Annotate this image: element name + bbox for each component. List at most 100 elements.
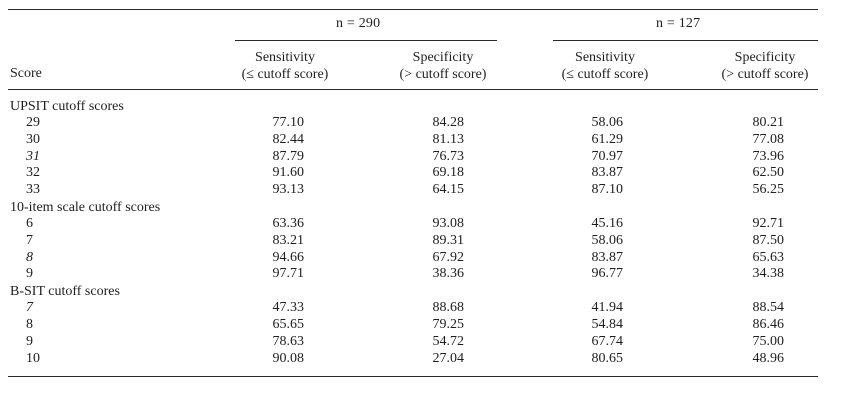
score-cell: 31	[26, 148, 40, 164]
value-cell: 83.21	[272, 232, 305, 248]
score-cell: 33	[26, 182, 40, 198]
value-cell: 48.96	[752, 350, 785, 366]
column-header-line1: Sensitivity	[255, 50, 315, 65]
table-row: 7 83.21 89.31 58.06 87.50	[0, 233, 841, 250]
value-cell: 27.04	[432, 350, 465, 366]
section-title-10-item: 10-item scale cutoff scores	[10, 199, 161, 215]
table-top-rule	[8, 9, 818, 10]
value-cell: 54.72	[432, 333, 465, 349]
table-row: 8 65.65 79.25 54.84 86.46	[0, 317, 841, 334]
value-cell: 96.77	[591, 266, 624, 282]
table-row: 10 90.08 27.04 80.65 48.96	[0, 351, 841, 368]
table-row: 29 77.10 84.28 58.06 80.21	[0, 115, 841, 132]
column-header-line2: (> cutoff score)	[721, 67, 809, 82]
value-cell: 58.06	[591, 115, 624, 130]
value-cell: 62.50	[752, 165, 785, 181]
value-cell: 83.87	[591, 165, 624, 181]
value-cell: 67.92	[432, 249, 465, 265]
score-column-header: Score	[10, 66, 42, 81]
value-cell: 97.71	[272, 266, 305, 282]
value-cell: 92.71	[752, 215, 785, 231]
table-row: 32 91.60 69.18 83.87 62.50	[0, 165, 841, 182]
value-cell: 65.63	[752, 249, 785, 265]
value-cell: 84.28	[432, 115, 465, 130]
header-rule	[8, 89, 818, 90]
value-cell: 80.65	[591, 350, 624, 366]
table-row: 33 93.13 64.15 87.10 56.25	[0, 182, 841, 199]
value-cell: 69.18	[432, 165, 465, 181]
score-cell: 6	[26, 215, 33, 231]
column-header-line2: (≤ cutoff score)	[241, 67, 329, 82]
value-cell: 91.60	[272, 165, 305, 181]
score-cell: 8	[26, 249, 33, 265]
value-cell: 90.08	[272, 350, 305, 366]
value-cell: 41.94	[591, 300, 624, 316]
value-cell: 83.87	[591, 249, 624, 265]
value-cell: 81.13	[432, 131, 465, 147]
value-cell: 87.79	[272, 148, 305, 164]
value-cell: 73.96	[752, 148, 785, 164]
table-row: 7 47.33 88.68 41.94 88.54	[0, 300, 841, 317]
table-row: 6 63.36 93.08 45.16 92.71	[0, 216, 841, 233]
value-cell: 64.15	[432, 182, 465, 198]
score-cell: 8	[26, 316, 33, 332]
score-cell: 10	[26, 350, 40, 366]
group-label-n290: n = 290	[336, 16, 381, 31]
score-cell: 30	[26, 131, 40, 147]
value-cell: 70.97	[591, 148, 624, 164]
score-cell: 7	[26, 300, 33, 316]
score-cell: 9	[26, 266, 33, 282]
value-cell: 63.36	[272, 215, 305, 231]
column-header-line2: (≤ cutoff score)	[561, 67, 649, 82]
value-cell: 34.38	[752, 266, 785, 282]
table-row: 8 94.66 67.92 83.87 65.63	[0, 250, 841, 267]
value-cell: 54.84	[591, 316, 624, 332]
section-title-upsit: UPSIT cutoff scores	[10, 99, 124, 114]
column-header-line2: (> cutoff score)	[399, 67, 487, 82]
table-body: UPSIT cutoff scores 29 77.10 84.28 58.06…	[0, 98, 841, 367]
column-header-sensitivity-127: Sensitivity (≤ cutoff score)	[540, 49, 670, 83]
value-cell: 89.31	[432, 232, 465, 248]
column-header-line1: Specificity	[734, 50, 796, 65]
value-cell: 58.06	[591, 232, 624, 248]
value-cell: 75.00	[752, 333, 785, 349]
value-cell: 67.74	[591, 333, 624, 349]
table-row: 9 78.63 54.72 67.74 75.00	[0, 334, 841, 351]
value-cell: 82.44	[272, 131, 305, 147]
column-header-specificity-290: Specificity (> cutoff score)	[378, 49, 508, 83]
value-cell: 88.54	[752, 300, 785, 316]
table-row: 30 82.44 81.13 61.29 77.08	[0, 132, 841, 149]
table-row: 9 97.71 38.36 96.77 34.38	[0, 266, 841, 283]
score-cell: 29	[26, 115, 40, 130]
group-label-n127: n = 127	[656, 16, 701, 31]
value-cell: 88.68	[432, 300, 465, 316]
value-cell: 93.08	[432, 215, 465, 231]
value-cell: 47.33	[272, 300, 305, 316]
column-header-specificity-127: Specificity (> cutoff score)	[700, 49, 830, 83]
value-cell: 78.63	[272, 333, 305, 349]
value-cell: 65.65	[272, 316, 305, 332]
value-cell: 79.25	[432, 316, 465, 332]
value-cell: 61.29	[591, 131, 624, 147]
value-cell: 56.25	[752, 182, 785, 198]
column-header-line1: Sensitivity	[575, 50, 635, 65]
column-header-sensitivity-290: Sensitivity (≤ cutoff score)	[220, 49, 350, 83]
column-header-line1: Specificity	[412, 50, 474, 65]
value-cell: 76.73	[432, 148, 465, 164]
value-cell: 80.21	[752, 115, 785, 130]
value-cell: 87.50	[752, 232, 785, 248]
value-cell: 77.08	[752, 131, 785, 147]
value-cell: 77.10	[272, 115, 305, 130]
group-rule-n127	[553, 40, 818, 41]
table-bottom-rule	[8, 376, 818, 377]
table-row: 31 87.79 76.73 70.97 73.96	[0, 149, 841, 166]
value-cell: 86.46	[752, 316, 785, 332]
score-cell: 9	[26, 333, 33, 349]
section-title-b-sit: B-SIT cutoff scores	[10, 284, 120, 300]
score-cell: 7	[26, 232, 33, 248]
value-cell: 38.36	[432, 266, 465, 282]
value-cell: 93.13	[272, 182, 305, 198]
value-cell: 45.16	[591, 215, 624, 231]
value-cell: 87.10	[591, 182, 624, 198]
